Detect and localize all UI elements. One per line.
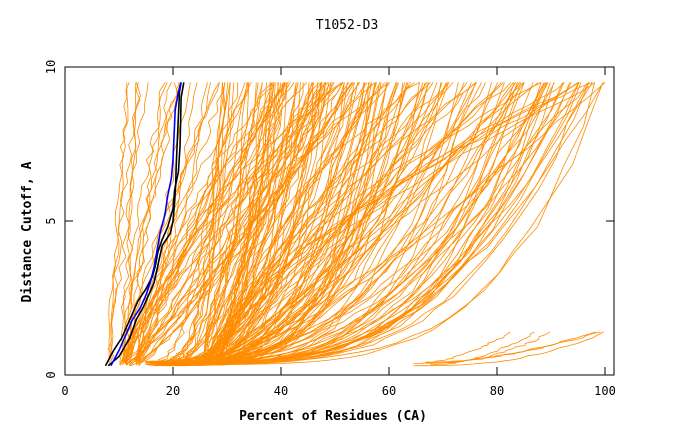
model-curve xyxy=(413,331,511,364)
model-curve xyxy=(130,82,376,365)
model-curve xyxy=(122,82,181,364)
model-curve xyxy=(222,82,476,366)
model-curve xyxy=(125,82,289,365)
x-axis-ticks: 0 20 40 60 80 100 xyxy=(61,67,616,398)
model-curve xyxy=(138,82,325,366)
model-curve xyxy=(201,82,381,364)
model-curve xyxy=(152,82,279,365)
model-curve xyxy=(158,82,590,365)
model-curve xyxy=(162,82,345,364)
highlight-curve-2 xyxy=(107,82,182,367)
model-curve xyxy=(203,82,565,366)
model-curve xyxy=(138,82,198,362)
model-curve xyxy=(154,82,326,366)
model-curve xyxy=(129,82,166,364)
x-axis-label: Percent of Residues (CA) xyxy=(239,409,427,424)
highlight-curves xyxy=(104,82,185,367)
model-curves xyxy=(107,82,606,367)
model-curve xyxy=(160,82,285,365)
model-curve xyxy=(122,82,168,364)
x-tick-label: 80 xyxy=(490,384,504,398)
model-curve xyxy=(159,82,226,363)
y-axis-ticks: 0 5 10 xyxy=(44,60,614,379)
highlight-curve-1 xyxy=(104,82,185,367)
model-curve xyxy=(152,82,525,364)
model-curve xyxy=(107,82,149,363)
x-tick-label: 40 xyxy=(274,384,288,398)
model-curve xyxy=(217,82,512,366)
model-curve xyxy=(425,331,601,363)
y-axis-label: Distance Cutoff, A xyxy=(20,161,35,302)
model-curve xyxy=(430,331,535,366)
model-curve xyxy=(206,82,415,365)
model-curve xyxy=(161,82,249,362)
model-curve xyxy=(220,82,343,365)
model-curve xyxy=(108,82,141,364)
model-curve xyxy=(124,82,335,363)
model-curve xyxy=(163,82,366,363)
x-tick-label: 20 xyxy=(166,384,180,398)
model-curve xyxy=(150,82,555,364)
x-tick-label: 60 xyxy=(382,384,396,398)
model-curve xyxy=(125,82,327,366)
model-curve xyxy=(158,82,548,362)
y-tick-label: 10 xyxy=(44,60,58,74)
x-tick-label: 100 xyxy=(594,384,616,398)
model-curve xyxy=(119,82,389,366)
model-curve xyxy=(123,82,181,364)
model-curve xyxy=(146,82,472,366)
model-curve xyxy=(219,82,539,364)
model-curve xyxy=(125,82,172,362)
model-curve xyxy=(221,82,391,366)
model-curve xyxy=(219,82,477,366)
model-curve xyxy=(426,331,596,364)
y-tick-label: 5 xyxy=(44,217,58,224)
model-curve xyxy=(145,82,443,364)
model-curve xyxy=(134,82,249,362)
model-curve xyxy=(127,82,239,363)
model-curve xyxy=(110,82,130,362)
model-curve xyxy=(156,82,408,364)
model-curve xyxy=(159,82,546,363)
model-curve xyxy=(215,82,454,364)
model-curve xyxy=(428,331,551,364)
model-curve xyxy=(148,82,226,363)
chart-title: T1052-D3 xyxy=(316,18,379,33)
model-curve xyxy=(124,82,137,364)
y-tick-label: 0 xyxy=(44,371,58,378)
model-curve xyxy=(125,82,343,365)
model-curve xyxy=(222,82,431,366)
model-curve xyxy=(146,82,429,363)
model-curve xyxy=(153,82,442,366)
model-curve xyxy=(413,331,604,367)
model-curve xyxy=(166,82,545,363)
model-curve xyxy=(134,82,297,363)
model-curve xyxy=(215,82,332,365)
x-tick-label: 0 xyxy=(61,384,68,398)
highlight-curve-3 xyxy=(110,82,182,367)
